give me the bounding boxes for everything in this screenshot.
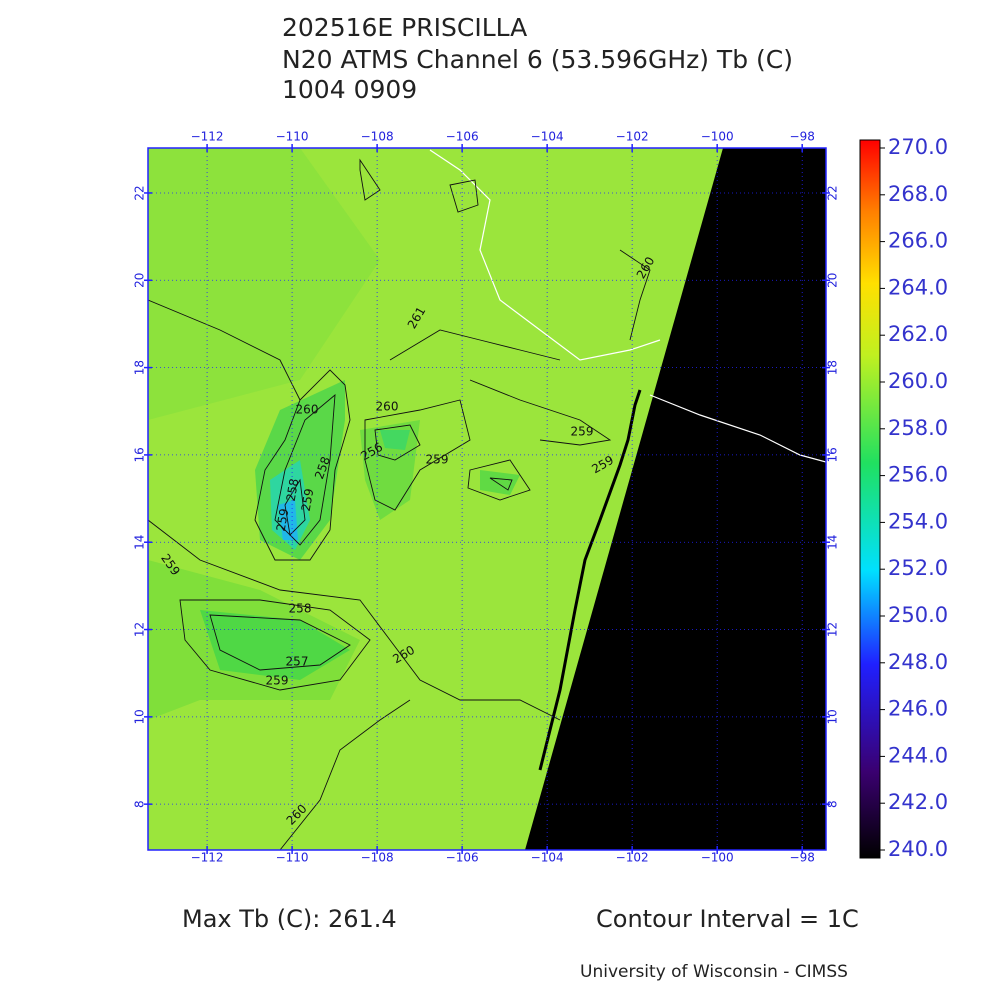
lon-tick-label: −108: [361, 130, 394, 144]
contour-label: 259: [274, 507, 292, 532]
lon-tick-label: −106: [446, 130, 479, 144]
lat-tick-label: 16: [133, 447, 147, 462]
lon-tick-label: −100: [701, 851, 734, 865]
lat-tick-label: 16: [826, 447, 840, 462]
lat-tick-label: 20: [133, 273, 147, 288]
contour-label: 259: [571, 425, 594, 439]
lat-tick-label: 14: [826, 535, 840, 550]
lon-tick-label: −110: [276, 130, 309, 144]
colorbar-label: 268.0: [888, 182, 948, 206]
lon-tick-label: −110: [276, 851, 309, 865]
lon-tick-label: −98: [790, 851, 815, 865]
colorbar-label: 258.0: [888, 416, 948, 440]
colorbar-label: 254.0: [888, 509, 948, 533]
colorbar-label: 262.0: [888, 322, 948, 346]
lon-tick-label: −112: [191, 851, 224, 865]
lon-tick-label: −104: [531, 130, 564, 144]
colorbar-label: 248.0: [888, 650, 948, 674]
contour-label: 260: [376, 400, 399, 414]
lon-tick-label: −112: [191, 130, 224, 144]
contour-interval: Contour Interval = 1C: [596, 905, 859, 933]
lat-tick-label: 8: [826, 800, 840, 808]
lat-tick-label: 14: [133, 535, 147, 550]
lat-tick-label: 12: [133, 622, 147, 637]
map-image: [148, 148, 826, 850]
lon-tick-label: −106: [446, 851, 479, 865]
lon-tick-label: −100: [701, 130, 734, 144]
contour-label: 260: [296, 403, 319, 417]
lon-tick-label: −102: [616, 851, 649, 865]
lon-tick-label: −102: [616, 130, 649, 144]
colorbar-label: 250.0: [888, 603, 948, 627]
contour-label: 258: [284, 477, 302, 502]
colorbar-label: 256.0: [888, 463, 948, 487]
contour-label: 259: [266, 674, 289, 688]
colorbar-label: 240.0: [888, 837, 948, 861]
colorbar-label: 246.0: [888, 697, 948, 721]
lat-tick-label: 10: [826, 709, 840, 724]
colorbar-label: 270.0: [888, 135, 948, 159]
map-frame: [147, 147, 827, 851]
lat-tick-label: 10: [133, 709, 147, 724]
colorbar-label: 242.0: [888, 790, 948, 814]
contour-label: 258: [289, 602, 312, 616]
contour-label: 259: [299, 487, 317, 512]
max-tb: Max Tb (C): 261.4: [182, 905, 397, 933]
lat-tick-label: 22: [826, 185, 840, 200]
colorbar: [859, 139, 881, 859]
lat-tick-label: 8: [133, 800, 147, 808]
colorbar-label: 244.0: [888, 743, 948, 767]
title-line: N20 ATMS Channel 6 (53.596GHz) Tb (C): [282, 45, 793, 74]
lon-tick-label: −104: [531, 851, 564, 865]
lat-tick-label: 12: [826, 622, 840, 637]
colorbar-label: 260.0: [888, 369, 948, 393]
colorbar-label: 266.0: [888, 229, 948, 253]
credit: University of Wisconsin - CIMSS: [580, 962, 848, 982]
contour-label: 259: [426, 453, 449, 467]
lon-tick-label: −108: [361, 851, 394, 865]
contour-label: 257: [286, 655, 309, 669]
colorbar-label: 252.0: [888, 556, 948, 580]
lon-tick-label: −98: [790, 130, 815, 144]
lat-tick-label: 20: [826, 273, 840, 288]
title-line: 202516E PRISCILLA: [282, 13, 527, 42]
lat-tick-label: 22: [133, 185, 147, 200]
lat-tick-label: 18: [133, 360, 147, 375]
lat-tick-label: 18: [826, 360, 840, 375]
title-line: 1004 0909: [282, 75, 417, 104]
colorbar-label: 264.0: [888, 275, 948, 299]
